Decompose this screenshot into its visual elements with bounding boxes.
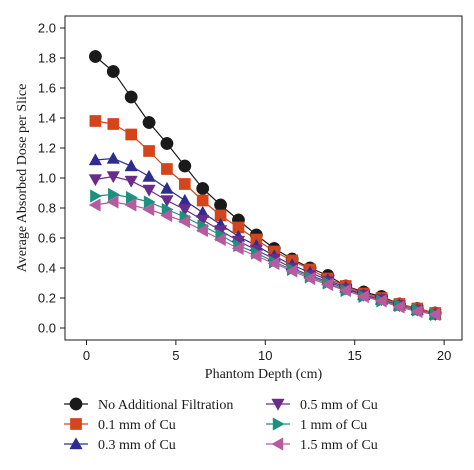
data-point: [88, 198, 101, 212]
data-point: [106, 171, 120, 184]
legend: No Additional Filtration 0.1 mm of Cu 0.3 …: [64, 397, 378, 453]
y-axis-title: Average Absorbed Dose per Slice: [15, 84, 30, 273]
data-point: [374, 294, 387, 308]
y-tick-label: 0.0: [38, 321, 56, 336]
data-point: [249, 249, 262, 263]
data-point: [124, 175, 138, 188]
axis-ticks: 0 5 10 15 20 0.0 0.2 0.4 0.6 0.8 1.0 1.2 1.4 1.6 1.8 2.…: [38, 21, 451, 364]
data-point: [213, 232, 226, 247]
data-point: [142, 202, 155, 217]
legend-item-3: 0.5 mm of Cu: [266, 398, 378, 413]
data-point: [285, 264, 298, 278]
data-point: [106, 151, 120, 164]
y-tick-label: 0.4: [38, 261, 56, 276]
y-tick-label: 0.2: [38, 291, 56, 306]
data-point: [142, 169, 156, 182]
data-point: [89, 115, 102, 127]
data-point: [178, 159, 192, 173]
legend-marker: [69, 437, 83, 450]
data-point: [196, 194, 209, 207]
data-point: [267, 256, 280, 271]
data-point: [88, 153, 103, 166]
x-tick-label: 10: [258, 348, 272, 363]
y-tick-label: 1.6: [38, 81, 56, 96]
data-point: [90, 189, 103, 203]
legend-marker: [69, 397, 83, 411]
legend-label: No Additional Filtration: [98, 398, 233, 413]
data-point: [161, 163, 173, 175]
data-point: [356, 289, 369, 304]
data-point: [178, 214, 191, 229]
legend-item-0: No Additional Filtration: [64, 397, 233, 413]
x-axis-title: Phantom Depth (cm): [205, 367, 323, 382]
data-point: [124, 198, 137, 212]
data-point: [214, 198, 228, 212]
data-point: [88, 50, 102, 63]
series-line-0: [95, 56, 436, 314]
y-tick-label: 2.0: [38, 21, 56, 36]
series-5-points: [88, 195, 441, 322]
legend-label: 0.5 mm of Cu: [300, 398, 378, 413]
series-markers: [88, 50, 442, 322]
data-point: [108, 187, 120, 202]
data-point: [124, 90, 138, 104]
y-tick-label: 0.8: [38, 201, 56, 216]
legend-label: 0.3 mm of Cu: [98, 438, 176, 453]
legend-marker: [271, 398, 285, 411]
data-point: [178, 193, 192, 206]
data-point: [392, 300, 405, 314]
data-point: [88, 174, 103, 187]
data-point: [124, 159, 138, 172]
legend-label: 1 mm of Cu: [300, 418, 367, 433]
series-1-points: [89, 115, 442, 319]
y-tick-label: 0.6: [38, 231, 56, 246]
legend-marker: [271, 437, 284, 451]
data-point: [231, 241, 244, 256]
data-point: [160, 208, 173, 223]
y-tick-label: 1.0: [38, 171, 56, 186]
legend-item-1: 0.1 mm of Cu: [64, 418, 176, 433]
data-point: [178, 178, 191, 190]
data-point: [196, 182, 210, 195]
x-tick-label: 20: [437, 348, 451, 363]
data-point: [160, 195, 174, 208]
data-point: [321, 277, 334, 292]
data-point: [410, 304, 423, 319]
x-tick-label: 0: [83, 348, 90, 363]
legend-item-4: 1 mm of Cu: [266, 417, 367, 433]
legend-marker: [70, 418, 82, 430]
plot-area-border: [64, 15, 463, 341]
data-point: [142, 184, 156, 197]
data-point: [125, 190, 138, 205]
data-point: [178, 204, 192, 217]
legend-label: 0.1 mm of Cu: [98, 418, 176, 433]
data-point: [160, 137, 174, 150]
data-point: [339, 283, 351, 298]
data-point: [107, 118, 120, 130]
legend-item-2: 0.3 mm of Cu: [64, 437, 176, 453]
series-2-points: [88, 151, 442, 320]
data-point: [106, 195, 119, 209]
data-point: [143, 195, 156, 209]
series-0-points: [88, 50, 442, 320]
data-point: [125, 128, 137, 141]
data-point: [106, 65, 120, 78]
y-tick-label: 1.8: [38, 51, 56, 66]
legend-item-5: 1.5 mm of Cu: [266, 437, 378, 453]
x-tick-label: 5: [172, 348, 179, 363]
data-point: [143, 145, 155, 157]
x-tick-label: 15: [347, 348, 361, 363]
legend-marker: [272, 417, 285, 431]
data-point: [303, 271, 316, 286]
data-point: [195, 223, 208, 238]
legend-label: 1.5 mm of Cu: [300, 438, 378, 453]
y-tick-label: 1.2: [38, 141, 56, 156]
data-point: [142, 116, 156, 129]
y-tick-label: 1.4: [38, 111, 56, 126]
plot-frame: [64, 15, 463, 341]
data-point: [160, 181, 174, 194]
data-point: [428, 307, 441, 322]
